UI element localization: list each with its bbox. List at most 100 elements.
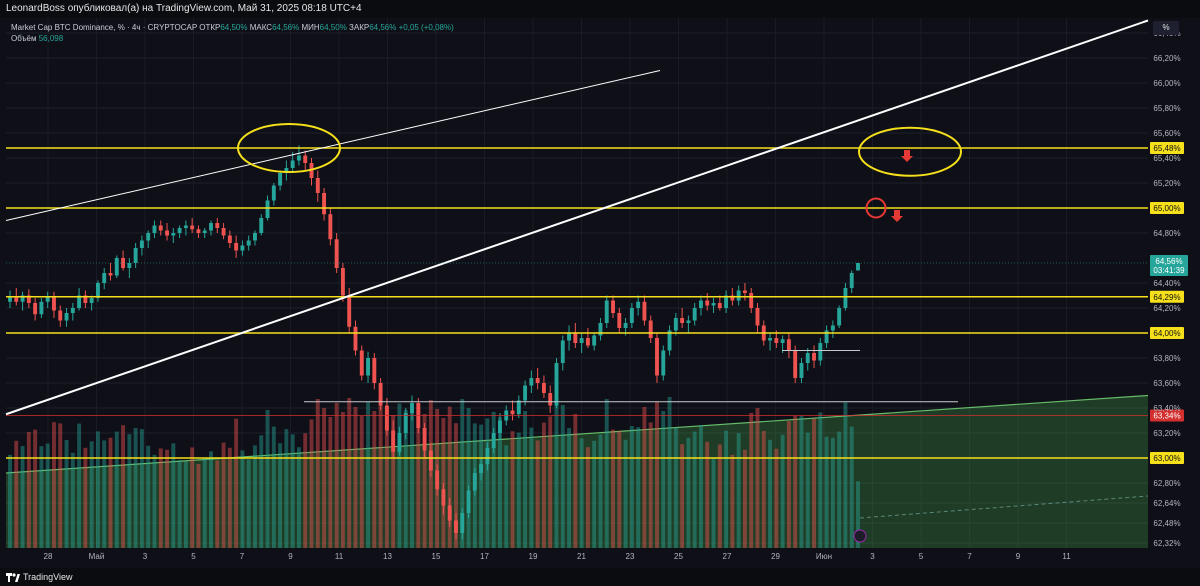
- level-price-badge: [1150, 142, 1184, 154]
- volume-bar: [560, 405, 565, 548]
- chart-canvas[interactable]: 28 Май 3 5 7 9 11 13 15 17 19 21 23 25 27 29 Июн 3 5 7 9 11 65…: [0, 18, 1200, 568]
- volume-bar: [617, 431, 622, 548]
- candle-body: [516, 400, 521, 415]
- candle-body: [805, 353, 810, 363]
- tradingview-logo: TradingView: [6, 570, 73, 584]
- legend-volume-value: 56,098: [38, 34, 64, 43]
- volume-bar: [849, 426, 854, 548]
- volume-bar: [359, 416, 364, 548]
- projection-dashed-line: [859, 495, 1149, 519]
- x-tick-label: 21: [577, 552, 586, 561]
- price-scale-unit-button[interactable]: %: [1153, 21, 1179, 35]
- level-price-badge: [1150, 202, 1184, 214]
- volume-bar: [196, 464, 201, 548]
- x-tick-label: Июн: [816, 552, 832, 561]
- volume-bar: [541, 422, 546, 548]
- volume-bar: [535, 440, 540, 548]
- chart-area[interactable]: 28 Май 3 5 7 9 11 13 15 17 19 21 23 25 27 29 Июн 3 5 7 9 11 65…: [0, 18, 1200, 568]
- candle-body: [768, 338, 773, 341]
- candle-body: [202, 230, 207, 233]
- legend-change: +0,05 (+0,08%): [398, 23, 454, 32]
- candle-body: [837, 308, 842, 326]
- level-price-label: 63,34%: [1153, 412, 1180, 421]
- candle-body: [139, 240, 144, 248]
- candle-body: [774, 338, 779, 343]
- lightning-icon: [853, 529, 867, 543]
- last-price-badge: [1150, 255, 1188, 276]
- candle-body: [45, 296, 50, 302]
- volume-bar: [171, 443, 176, 548]
- volume-bar: [623, 439, 628, 548]
- candle-body: [340, 268, 345, 296]
- volume-bar: [491, 412, 496, 548]
- legend-volume-row: Объём 56,098: [11, 33, 454, 44]
- volume-bar: [284, 429, 289, 548]
- candle-body: [611, 300, 615, 313]
- candle-body: [435, 470, 440, 490]
- y-tick-label: 63,80%: [1153, 354, 1180, 363]
- legend-low-value: 64,50%: [319, 23, 347, 32]
- level-price-badge: [1150, 327, 1184, 339]
- x-tick-label: 11: [335, 552, 344, 561]
- x-tick-label: Май: [89, 552, 105, 561]
- volume-bar: [529, 427, 534, 548]
- x-tick-label: 17: [480, 552, 489, 561]
- candle-body: [529, 378, 534, 386]
- candle-body: [8, 296, 12, 302]
- volume-bar: [121, 425, 126, 548]
- candle-body: [290, 160, 295, 168]
- legend-close-value: 64,56%: [369, 23, 397, 32]
- legend-symbol[interactable]: Market Cap BTC Dominance, % · 4ч · CRYPT…: [11, 23, 198, 32]
- volume-bar: [133, 428, 138, 548]
- candle-body: [165, 230, 169, 236]
- volume-bar: [598, 434, 603, 548]
- volume-bar: [158, 448, 163, 548]
- level-price-label: 64,29%: [1153, 293, 1180, 302]
- volume-bar: [824, 436, 829, 548]
- footer-bar: TradingView: [0, 568, 1200, 586]
- y-tick-label: 65,40%: [1153, 154, 1180, 163]
- volume-bar: [585, 447, 590, 548]
- volume-bar: [89, 441, 94, 548]
- volume-bar: [749, 413, 754, 548]
- volume-bar: [102, 440, 107, 548]
- volume-bar: [454, 423, 458, 548]
- candle-body: [510, 410, 515, 415]
- candle-body: [793, 350, 798, 378]
- volume-bar: [403, 410, 408, 548]
- horizontal-levels: 65,48% 65,00% 64,29% 64,00% 63,00% 63,34%: [6, 142, 1184, 464]
- candle-body: [271, 185, 276, 201]
- arrow-down-icon: [891, 210, 903, 222]
- candle-body: [303, 155, 308, 163]
- volume-bar: [397, 403, 402, 548]
- volume-bar: [742, 449, 747, 548]
- volume-bar: [667, 397, 672, 548]
- candle-body: [146, 233, 151, 241]
- volume-bar: [14, 440, 19, 548]
- volume-bar: [579, 438, 584, 548]
- volume-bar: [812, 418, 816, 548]
- volume-bar: [410, 410, 414, 548]
- volume-bar: [246, 459, 251, 548]
- volume-bar: [768, 439, 773, 548]
- last-price-label: 64,56%: [1155, 257, 1182, 266]
- candle-body: [359, 350, 364, 376]
- volume-bar: [384, 406, 389, 548]
- volume-bar: [33, 429, 38, 548]
- candle-body: [152, 225, 157, 233]
- volume-bar: [108, 437, 113, 548]
- candle-body: [680, 318, 685, 323]
- x-tick-label: 19: [529, 552, 538, 561]
- volume-bar: [516, 432, 521, 548]
- legend-high-label: МАКС: [249, 23, 273, 32]
- volume-bar: [322, 408, 327, 548]
- candle-body: [77, 295, 82, 308]
- volume-bar: [680, 444, 685, 548]
- y-tick-label: 64,80%: [1153, 229, 1180, 238]
- volume-bar: [422, 414, 427, 548]
- y-tick-label: 63,40%: [1153, 404, 1180, 413]
- candle-body: [372, 358, 377, 383]
- volume-bar: [127, 434, 132, 548]
- volume-bar: [209, 451, 213, 548]
- y-tick-label: 63,60%: [1153, 379, 1180, 388]
